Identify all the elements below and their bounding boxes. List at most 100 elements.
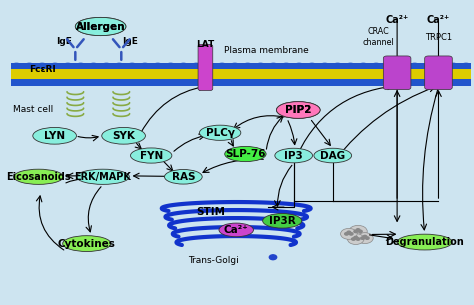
Circle shape	[347, 234, 364, 245]
Ellipse shape	[67, 75, 76, 79]
Ellipse shape	[243, 81, 253, 86]
Ellipse shape	[384, 63, 394, 67]
Text: SYK: SYK	[112, 131, 135, 141]
Ellipse shape	[447, 75, 456, 79]
Text: Ca²⁺: Ca²⁺	[427, 15, 450, 24]
Ellipse shape	[101, 81, 111, 86]
Ellipse shape	[13, 75, 22, 79]
Ellipse shape	[24, 81, 35, 86]
Text: IgE: IgE	[56, 37, 72, 46]
Ellipse shape	[178, 63, 189, 67]
Ellipse shape	[140, 81, 150, 86]
Ellipse shape	[217, 81, 227, 86]
Ellipse shape	[406, 69, 416, 73]
Circle shape	[365, 237, 369, 239]
Ellipse shape	[176, 69, 185, 73]
Circle shape	[356, 229, 360, 231]
Ellipse shape	[263, 214, 302, 228]
Text: FYN: FYN	[139, 151, 163, 160]
Ellipse shape	[461, 81, 471, 86]
Circle shape	[358, 230, 362, 233]
Ellipse shape	[153, 81, 163, 86]
Ellipse shape	[284, 75, 293, 79]
Ellipse shape	[230, 69, 239, 73]
Ellipse shape	[178, 81, 189, 86]
Ellipse shape	[461, 69, 470, 73]
Ellipse shape	[307, 63, 317, 67]
Ellipse shape	[371, 63, 381, 67]
Text: TRPC1: TRPC1	[425, 33, 452, 41]
Ellipse shape	[89, 63, 99, 67]
Ellipse shape	[397, 63, 407, 67]
Ellipse shape	[135, 75, 144, 79]
Ellipse shape	[379, 69, 388, 73]
Ellipse shape	[422, 81, 433, 86]
Ellipse shape	[130, 148, 172, 163]
Ellipse shape	[461, 75, 470, 79]
Ellipse shape	[298, 69, 307, 73]
Ellipse shape	[255, 81, 265, 86]
Ellipse shape	[284, 69, 293, 73]
Bar	[11, 74, 471, 79]
Ellipse shape	[230, 75, 239, 79]
Ellipse shape	[102, 127, 146, 144]
Bar	[11, 69, 471, 74]
Ellipse shape	[346, 81, 356, 86]
Ellipse shape	[325, 69, 334, 73]
Circle shape	[356, 238, 360, 240]
Ellipse shape	[393, 69, 402, 73]
Circle shape	[341, 228, 357, 239]
Ellipse shape	[268, 81, 278, 86]
Ellipse shape	[11, 81, 21, 86]
Ellipse shape	[203, 75, 212, 79]
Bar	[11, 79, 471, 86]
Ellipse shape	[433, 69, 443, 73]
Ellipse shape	[410, 81, 420, 86]
Ellipse shape	[63, 81, 73, 86]
Text: IgE: IgE	[123, 37, 138, 46]
Circle shape	[363, 235, 367, 238]
Ellipse shape	[63, 236, 111, 252]
Ellipse shape	[448, 63, 458, 67]
Circle shape	[356, 233, 373, 244]
FancyBboxPatch shape	[383, 56, 411, 90]
Text: IP3R: IP3R	[269, 216, 296, 226]
Ellipse shape	[200, 125, 241, 140]
Circle shape	[347, 231, 351, 234]
Ellipse shape	[433, 75, 443, 79]
Ellipse shape	[244, 75, 253, 79]
Ellipse shape	[420, 75, 429, 79]
Circle shape	[349, 225, 367, 238]
Ellipse shape	[352, 69, 361, 73]
Ellipse shape	[37, 63, 47, 67]
Ellipse shape	[338, 75, 347, 79]
Ellipse shape	[127, 81, 137, 86]
Ellipse shape	[276, 102, 320, 118]
Ellipse shape	[422, 63, 433, 67]
Ellipse shape	[244, 69, 253, 73]
Circle shape	[269, 255, 277, 260]
Ellipse shape	[40, 75, 49, 79]
Ellipse shape	[13, 69, 22, 73]
Ellipse shape	[333, 63, 343, 67]
Ellipse shape	[217, 63, 227, 67]
Ellipse shape	[230, 81, 240, 86]
Ellipse shape	[191, 81, 201, 86]
Ellipse shape	[153, 63, 163, 67]
Ellipse shape	[162, 69, 171, 73]
Text: Ca²⁺: Ca²⁺	[385, 15, 409, 24]
Text: ERK/MAPK: ERK/MAPK	[74, 172, 131, 182]
Ellipse shape	[121, 69, 130, 73]
Ellipse shape	[216, 75, 226, 79]
FancyBboxPatch shape	[425, 56, 452, 90]
Text: LYN: LYN	[44, 131, 65, 141]
Text: STIM: STIM	[196, 207, 226, 217]
Ellipse shape	[325, 75, 334, 79]
Bar	[11, 63, 471, 69]
Ellipse shape	[11, 63, 21, 67]
Ellipse shape	[358, 81, 368, 86]
Text: IP3: IP3	[284, 151, 303, 160]
Ellipse shape	[89, 81, 99, 86]
Ellipse shape	[108, 75, 117, 79]
Ellipse shape	[311, 75, 320, 79]
